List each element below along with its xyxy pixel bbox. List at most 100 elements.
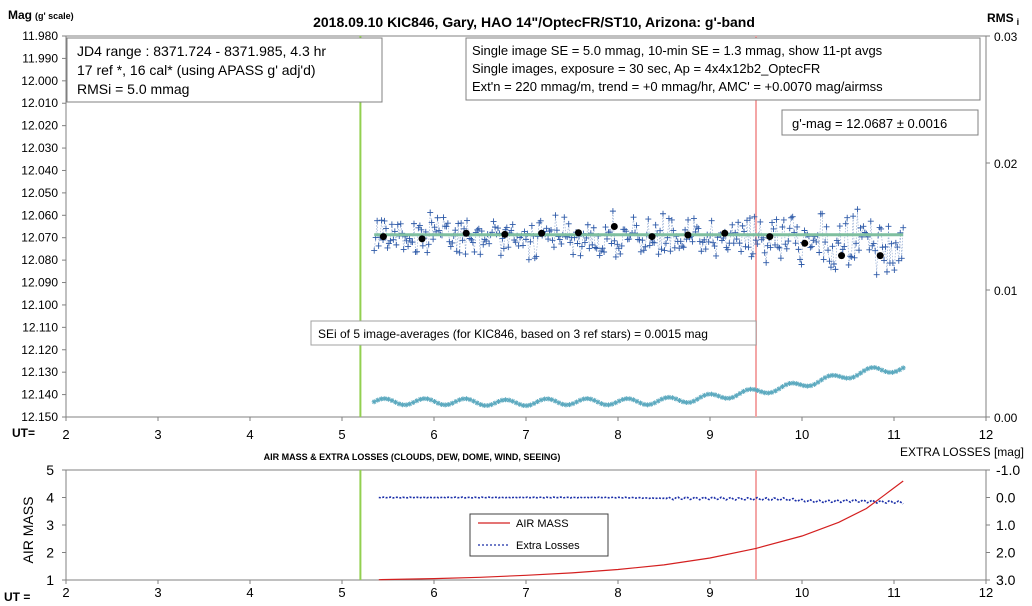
average-point [538, 229, 546, 237]
result-text: g'-mag = 12.0687 ± 0.0016 [792, 116, 947, 131]
raw-data-point [679, 243, 686, 250]
raw-data-point [651, 239, 658, 246]
raw-data-point [549, 237, 556, 244]
rms-point [815, 379, 821, 385]
raw-data-point [870, 240, 877, 247]
raw-data-point [533, 253, 540, 260]
raw-data-point [444, 220, 451, 227]
bottom-y2-tick-label: 3.0 [996, 572, 1016, 588]
raw-data-point [509, 221, 516, 228]
raw-data-point [776, 244, 783, 251]
raw-data-point [602, 224, 609, 231]
raw-data-point [480, 241, 487, 248]
raw-data-point [900, 224, 907, 231]
raw-data-point [427, 209, 434, 216]
x-tick-label: 4 [246, 427, 253, 442]
rms-point [701, 392, 707, 398]
bottom-y-tick-label: 1 [46, 572, 54, 588]
raw-data-point [382, 225, 389, 232]
bottom-x-tick-label: 6 [430, 585, 437, 600]
rms-point [787, 380, 793, 386]
rms-point [691, 398, 697, 404]
raw-data-point [736, 240, 743, 247]
rms-point [808, 383, 814, 389]
rms-point [751, 386, 757, 392]
y-tick-label: 12.130 [21, 365, 58, 379]
rms-point [432, 399, 438, 405]
raw-data-point [819, 210, 826, 217]
airmass-chart: AIR MASS & EXTRA LOSSES (CLOUDS, DEW, DO… [4, 445, 1024, 604]
raw-data-point [841, 243, 848, 250]
raw-data-point [670, 227, 677, 234]
raw-data-point [773, 216, 780, 223]
y-tick-label: 12.080 [21, 253, 58, 267]
raw-data-point [847, 253, 854, 260]
rms-point [460, 396, 466, 402]
rms-point [769, 389, 775, 395]
raw-data-point [570, 251, 577, 258]
raw-data-point [752, 237, 759, 244]
rms-point [517, 401, 523, 407]
raw-data-point [789, 213, 796, 220]
x-tick-label: 2 [62, 427, 69, 442]
rms-point [712, 392, 718, 398]
y-tick-label: 12.020 [21, 119, 58, 133]
rms-point [378, 396, 384, 402]
rms-point [641, 401, 647, 407]
raw-data-point [604, 235, 611, 242]
rms-point [446, 401, 452, 407]
rms-point [705, 391, 711, 397]
raw-data-point [596, 252, 603, 259]
rms-point [577, 397, 583, 403]
raw-data-point [825, 247, 832, 254]
raw-data-point [873, 271, 880, 278]
raw-data-point [645, 216, 652, 223]
y-tick-label: 12.120 [21, 343, 58, 357]
airmass-line [378, 480, 904, 581]
bottom-x-tick-label: 4 [246, 585, 253, 600]
rms-point [890, 369, 896, 375]
raw-data-point [553, 227, 560, 234]
raw-data-point [425, 241, 432, 248]
raw-data-point [567, 239, 574, 246]
raw-data-point [623, 228, 630, 235]
info-box-right-line: Single images, exposure = 30 sec, Ap = 4… [472, 61, 820, 76]
rms-point [662, 395, 668, 401]
magnitude-chart: 2018.09.10 KIC846, Gary, HAO 14"/OptecFR… [8, 8, 1019, 442]
y2-tick-label: 0.00 [994, 411, 1018, 425]
y-axis-label-sub: (g' scale) [35, 11, 74, 21]
raw-data-point [630, 214, 637, 221]
raw-data-point [508, 227, 515, 234]
raw-data-point [827, 264, 834, 271]
raw-data-point [409, 239, 416, 246]
rms-point [779, 384, 785, 390]
legend: AIR MASS Extra Losses [469, 513, 609, 557]
raw-data-point [558, 240, 565, 247]
rms-point [535, 399, 541, 405]
raw-data-point [813, 238, 820, 245]
raw-data-point [855, 247, 862, 254]
raw-data-point [878, 225, 885, 232]
y-tick-label: 12.060 [21, 208, 58, 222]
rms-point [442, 402, 448, 408]
raw-data-point [782, 241, 789, 248]
average-point [801, 239, 809, 247]
raw-data-point [733, 236, 740, 243]
x-tick-label: 5 [338, 427, 345, 442]
rms-point [510, 398, 516, 404]
rms-point [822, 375, 828, 381]
info-box-right: Single image SE = 5.0 mmag, 10-min SE = … [465, 37, 981, 101]
raw-data-point [792, 240, 799, 247]
extra-losses-line [378, 496, 904, 505]
raw-data-point [738, 248, 745, 255]
raw-data-point [668, 216, 675, 223]
rms-point [382, 396, 388, 402]
raw-data-point [842, 220, 849, 227]
raw-data-point [598, 248, 605, 255]
raw-data-point [528, 222, 535, 229]
average-point [684, 231, 692, 239]
raw-data-point [826, 258, 833, 265]
raw-data-point [850, 213, 857, 220]
raw-data-point [730, 240, 737, 247]
rms-point [865, 366, 871, 372]
